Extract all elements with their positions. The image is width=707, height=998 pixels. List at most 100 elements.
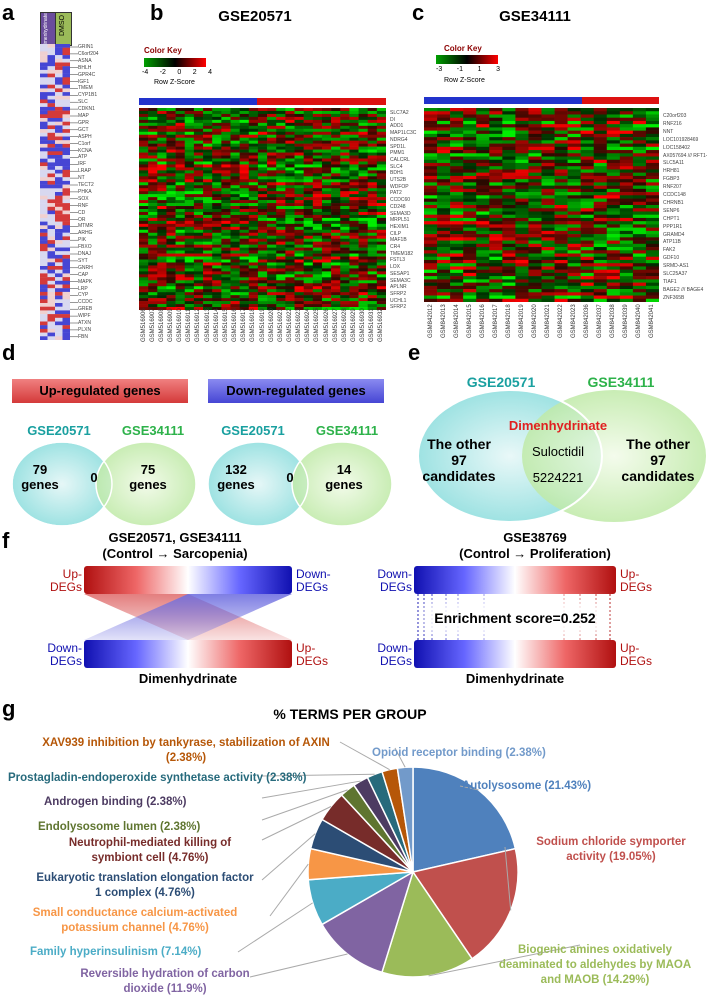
dimenhydrinate-column-header: Dimenhydrinate [40, 12, 56, 48]
gene-label: LOC158402 [663, 144, 690, 151]
pie-leader-line [394, 747, 406, 768]
gene-label: CHPT1 [663, 215, 680, 222]
label-family: Family hyperinsulinism (7.14%) [30, 946, 202, 958]
pie-leader-line [269, 863, 309, 917]
gene-label-a: CYP1B1 [78, 92, 98, 99]
gene-label-a: GRIN1 [78, 44, 94, 50]
gene-label-a: PIK [78, 237, 87, 244]
venn-up-left-title: GSE20571 [27, 423, 91, 438]
f-left-top-bar [84, 566, 292, 594]
gene-label: SRMD-AS1 [663, 263, 689, 270]
sample-label: GSM516929 [350, 308, 357, 342]
sample-label: GSM842039 [623, 304, 630, 338]
f-left-drug: Dimenhydrinate [138, 671, 238, 686]
f-right-tr: Up- DEGs [620, 567, 653, 594]
gene-list-b: SLC7A2 DI ADD1 MAP1LC3C NDRG4 SPD1L PMM1 CALCRL… [390, 110, 416, 312]
sample-label: GSM516926 [323, 308, 330, 342]
venn-down-right-title: GSE34111 [315, 423, 379, 438]
gene-label: GDF10 [663, 255, 680, 262]
panel-label-g: g [2, 696, 16, 721]
gene-label-a: ATXN [78, 320, 91, 326]
pie-leader-line [261, 780, 361, 799]
gene-label: RNF207 [663, 184, 682, 191]
venn-down-left-title: GSE20571 [221, 423, 285, 438]
sample-label: GSM842038 [610, 304, 617, 338]
pie-leader-line [504, 846, 512, 911]
f-right-drug: Dimenhydrinate [465, 671, 565, 686]
f-right-bl: Down- DEGs [377, 641, 412, 668]
gene-label-a: CCDC [78, 299, 93, 306]
label-neutrophil: Neutrophil-mediated killing of symbiont c… [68, 837, 232, 864]
venn-e [418, 389, 706, 523]
venn-e-suloctidil: Suloctidil [531, 444, 585, 459]
gene-label-a: BHLH [78, 64, 92, 71]
gene-label: SEMA3C [390, 277, 411, 284]
sample-label: GSM842041 [649, 304, 656, 338]
gene-label-a: PLXN [78, 326, 92, 333]
sample-label: GSM516930 [360, 308, 367, 342]
sample-label: GSM516911 [186, 308, 193, 342]
f-left-tr: Down- DEGs [296, 567, 331, 594]
gene-label: CCDC148 [663, 192, 686, 198]
sample-label: GSM516925 [314, 308, 321, 342]
pie-leader-line [249, 953, 348, 978]
label-eukaryotic: Eukaryotic translation elongation factor… [36, 872, 254, 899]
label-autolysosome: Autolysosome (21.43%) [462, 780, 592, 792]
gene-label: TIAF1 [663, 278, 677, 285]
gene-label: FSTL3 [390, 257, 406, 264]
group-bar-control-b [139, 98, 257, 105]
gene-label: PMM1 [390, 150, 405, 157]
gene-label: CALCRL [390, 156, 410, 163]
heatmap-a-ticks [70, 46, 78, 338]
pie-leader-line [339, 741, 390, 771]
sample-label: GSM842020 [531, 304, 538, 338]
sample-label: GSM516906 [140, 308, 147, 342]
gene-label-a: RNF [78, 202, 89, 209]
group-bar-case-b [257, 98, 386, 105]
gene-label-a: CAP [78, 271, 89, 278]
pie-leader-line [459, 785, 479, 791]
f-left-bl: Down- DEGs [47, 641, 82, 668]
gene-label-a: GCT [78, 126, 89, 133]
f-right-tl: Down- DEGs [377, 567, 412, 594]
sample-label: GSM516927 [332, 308, 339, 342]
gene-label-a: SYT [78, 257, 88, 264]
panel-label-a: a [2, 0, 15, 25]
sample-label: GSM516932 [378, 308, 385, 342]
dmso-column-header: DMSO [55, 12, 72, 46]
gene-label-a: LRAP [78, 168, 92, 175]
gene-label-a: NT [78, 175, 85, 182]
sample-label: GSM516931 [369, 308, 376, 342]
venn-down-left-count: 132 genes [217, 462, 255, 492]
color-key-ticks-c: -3 -1 1 3 [436, 66, 500, 73]
gene-label: GRAMD4 [663, 231, 685, 238]
sample-list-c: GSM842012 GSM842013 GSM842014 GSM842015 GSM8… [424, 304, 659, 338]
gene-label: SLC4 [390, 163, 403, 170]
gene-label-a: TMEM [78, 85, 93, 92]
gene-label: UTS2B [390, 177, 407, 183]
gene-label: MAF1B [390, 237, 407, 244]
sample-label: GSM842022 [558, 304, 565, 338]
gene-label-a: IGF1 [78, 78, 90, 85]
sample-label: GSM516914 [213, 308, 220, 342]
sample-label: GSM842015 [466, 304, 473, 338]
sample-label: GSM516924 [305, 308, 312, 342]
gene-label: PPP1R1 [663, 223, 683, 230]
gene-label: LOX [390, 264, 401, 271]
gene-label: FGBP3 [663, 176, 680, 183]
gene-label-a: ASPH [78, 133, 92, 140]
gene-label: LOC101928469 [663, 136, 699, 143]
sample-label: GSM842036 [584, 304, 591, 338]
gene-list-a: GRIN1 C6orf204 ASNA BHLH GPR4C IGF1 TMEM CYP1B1… [78, 44, 126, 340]
sample-label: GSM516928 [341, 308, 348, 342]
gene-label: HRH81 [663, 168, 680, 175]
sample-label: GSM516922 [286, 308, 293, 342]
color-key-bar-b [144, 58, 206, 67]
label-small-conductance: Small conductance calcium-activated potas… [32, 907, 238, 934]
gene-label: UCHL1 [390, 297, 407, 304]
sample-label: GSM516919 [259, 308, 266, 342]
f-right-top-bar [414, 566, 616, 594]
heatmap-b [139, 108, 386, 310]
sample-label: GSM516917 [241, 308, 248, 342]
panel-label-d: d [2, 340, 16, 365]
